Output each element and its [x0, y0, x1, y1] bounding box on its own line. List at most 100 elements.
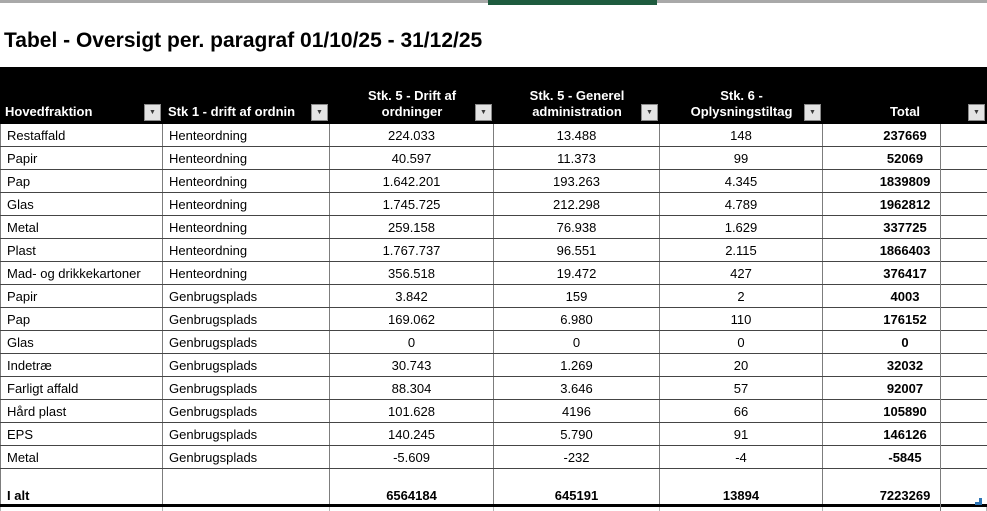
- cell[interactable]: 148: [660, 124, 823, 146]
- cell[interactable]: 105890: [883, 403, 927, 419]
- cell[interactable]: 110: [660, 308, 823, 330]
- cell[interactable]: 96.551: [494, 239, 660, 261]
- cell[interactable]: Henteordning: [163, 239, 330, 261]
- cell[interactable]: 212.298: [494, 193, 660, 215]
- cell[interactable]: Genbrugsplads: [163, 331, 330, 353]
- cell[interactable]: 146126: [883, 426, 927, 442]
- cell[interactable]: 0: [660, 331, 823, 353]
- cell[interactable]: 4.789: [660, 193, 823, 215]
- cell[interactable]: Plast: [0, 239, 163, 261]
- cell[interactable]: 6564184: [330, 487, 494, 504]
- cell[interactable]: 91: [660, 423, 823, 445]
- cell[interactable]: I alt: [0, 487, 163, 504]
- cell[interactable]: Henteordning: [163, 170, 330, 192]
- cell[interactable]: 1.642.201: [330, 170, 494, 192]
- table-resize-handle[interactable]: [975, 498, 982, 505]
- filter-dropdown-button[interactable]: ▼: [641, 104, 658, 121]
- cell[interactable]: 2: [660, 285, 823, 307]
- cell[interactable]: Pap: [0, 308, 163, 330]
- cell[interactable]: 20: [660, 354, 823, 376]
- cell[interactable]: Papir: [0, 285, 163, 307]
- cell[interactable]: 337725: [883, 219, 927, 235]
- cell[interactable]: Metal: [0, 216, 163, 238]
- filter-dropdown-button[interactable]: ▼: [968, 104, 985, 121]
- cell[interactable]: 52069: [886, 150, 924, 166]
- cell[interactable]: Genbrugsplads: [163, 400, 330, 422]
- cell[interactable]: 7223269: [879, 488, 931, 503]
- cell[interactable]: Henteordning: [163, 262, 330, 284]
- cell[interactable]: 99: [660, 147, 823, 169]
- cell[interactable]: 0: [494, 331, 660, 353]
- cell[interactable]: [163, 487, 330, 504]
- filter-dropdown-button[interactable]: ▼: [144, 104, 161, 121]
- cell[interactable]: 169.062: [330, 308, 494, 330]
- cell[interactable]: 1.745.725: [330, 193, 494, 215]
- cell[interactable]: Papir: [0, 147, 163, 169]
- cell[interactable]: Farligt affald: [0, 377, 163, 399]
- cell[interactable]: [163, 469, 330, 487]
- cell[interactable]: Glas: [0, 193, 163, 215]
- cell[interactable]: 40.597: [330, 147, 494, 169]
- cell[interactable]: 13894: [660, 487, 823, 504]
- cell[interactable]: 101.628: [330, 400, 494, 422]
- filter-dropdown-button[interactable]: ▼: [804, 104, 821, 121]
- cell[interactable]: Henteordning: [163, 147, 330, 169]
- cell[interactable]: 1962812: [879, 196, 931, 212]
- cell[interactable]: 66: [660, 400, 823, 422]
- cell[interactable]: 4.345: [660, 170, 823, 192]
- cell[interactable]: Hård plast: [0, 400, 163, 422]
- cell[interactable]: 0: [330, 331, 494, 353]
- cell[interactable]: 57: [660, 377, 823, 399]
- cell[interactable]: 3.842: [330, 285, 494, 307]
- cell[interactable]: 4196: [494, 400, 660, 422]
- cell[interactable]: 13.488: [494, 124, 660, 146]
- cell[interactable]: [330, 469, 494, 487]
- cell[interactable]: 76.938: [494, 216, 660, 238]
- cell[interactable]: 1.767.737: [330, 239, 494, 261]
- cell[interactable]: 19.472: [494, 262, 660, 284]
- cell[interactable]: EPS: [0, 423, 163, 445]
- cell[interactable]: Indetræ: [0, 354, 163, 376]
- cell[interactable]: Pap: [0, 170, 163, 192]
- cell[interactable]: 237669: [883, 127, 927, 143]
- filter-dropdown-button[interactable]: ▼: [311, 104, 328, 121]
- cell[interactable]: 1839809: [879, 173, 931, 189]
- cell[interactable]: 30.743: [330, 354, 494, 376]
- cell[interactable]: -4: [660, 446, 823, 468]
- cell[interactable]: Genbrugsplads: [163, 423, 330, 445]
- cell[interactable]: Henteordning: [163, 193, 330, 215]
- cell[interactable]: Glas: [0, 331, 163, 353]
- cell[interactable]: 11.373: [494, 147, 660, 169]
- cell[interactable]: Henteordning: [163, 216, 330, 238]
- cell[interactable]: 259.158: [330, 216, 494, 238]
- cell[interactable]: 159: [494, 285, 660, 307]
- cell[interactable]: 0: [901, 334, 909, 350]
- cell[interactable]: Genbrugsplads: [163, 377, 330, 399]
- cell[interactable]: 376417: [883, 265, 927, 281]
- cell[interactable]: 645191: [494, 487, 660, 504]
- cell[interactable]: Mad- og drikkekartoner: [0, 262, 163, 284]
- cell[interactable]: 1866403: [879, 242, 931, 258]
- cell[interactable]: [660, 469, 823, 487]
- cell[interactable]: Genbrugsplads: [163, 446, 330, 468]
- cell[interactable]: 224.033: [330, 124, 494, 146]
- cell[interactable]: -5.609: [330, 446, 494, 468]
- cell[interactable]: [494, 469, 660, 487]
- cell[interactable]: 6.980: [494, 308, 660, 330]
- cell[interactable]: Genbrugsplads: [163, 308, 330, 330]
- cell[interactable]: Genbrugsplads: [163, 285, 330, 307]
- cell[interactable]: Genbrugsplads: [163, 354, 330, 376]
- cell[interactable]: Restaffald: [0, 124, 163, 146]
- cell[interactable]: 2.115: [660, 239, 823, 261]
- cell[interactable]: 176152: [883, 311, 927, 327]
- cell[interactable]: 88.304: [330, 377, 494, 399]
- filter-dropdown-button[interactable]: ▼: [475, 104, 492, 121]
- cell[interactable]: 1.269: [494, 354, 660, 376]
- cell[interactable]: -232: [494, 446, 660, 468]
- cell[interactable]: [0, 469, 163, 487]
- cell[interactable]: 140.245: [330, 423, 494, 445]
- cell[interactable]: 92007: [886, 380, 924, 396]
- cell[interactable]: 356.518: [330, 262, 494, 284]
- cell[interactable]: Henteordning: [163, 124, 330, 146]
- cell[interactable]: 1.629: [660, 216, 823, 238]
